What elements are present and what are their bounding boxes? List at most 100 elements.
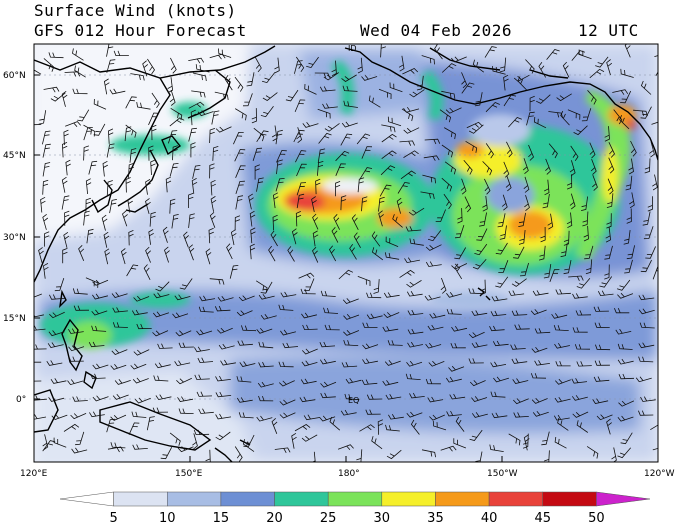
- wind-barb: [441, 90, 456, 99]
- wind-barb: [382, 326, 399, 332]
- wind-barb: [61, 90, 68, 107]
- wind-barb: [451, 325, 468, 332]
- colorbar: 5 10 15 20 25 30 35 40 45 50: [59, 491, 651, 525]
- wind-barb: [381, 133, 397, 143]
- wind-barb: [294, 424, 311, 432]
- wind-barb: [192, 165, 201, 179]
- wind-barb: [238, 295, 255, 302]
- wind-barb: [340, 133, 353, 146]
- wind-barb: [571, 378, 588, 384]
- wind-barb: [257, 381, 274, 388]
- lon-label-120e: 120°E: [20, 469, 48, 479]
- wind-barb: [322, 103, 338, 109]
- wind-barb: [110, 414, 127, 421]
- wind-barb: [429, 414, 445, 421]
- wind-barb: [128, 162, 135, 178]
- wind-barb: [320, 290, 336, 297]
- wind-barb: [124, 126, 132, 142]
- wind-barb: [499, 225, 507, 240]
- wind-barb: [341, 121, 358, 128]
- wind-barb: [335, 181, 341, 197]
- wind-barb: [340, 409, 357, 416]
- wind-barb: [340, 195, 347, 211]
- wind-barb: [499, 57, 507, 73]
- wind-barb: [544, 450, 550, 462]
- wind-barb: [317, 108, 331, 119]
- wind-barb: [188, 57, 205, 64]
- colorbar-swatch: [167, 491, 222, 507]
- wind-barb: [198, 408, 214, 414]
- wind-barb: [83, 210, 90, 226]
- colorbar-tick-label: 20: [266, 511, 283, 525]
- wind-barb: [149, 211, 156, 227]
- wind-barb: [472, 258, 487, 270]
- wind-barb: [90, 373, 106, 380]
- wind-barb: [341, 74, 357, 82]
- wind-barb: [296, 163, 307, 177]
- wind-barb: [620, 432, 633, 445]
- wind-barb: [495, 276, 509, 288]
- wind-barb: [302, 122, 319, 128]
- lon-label-120w: 120°W: [644, 469, 675, 479]
- wind-barb: [382, 380, 399, 386]
- wind-barb: [246, 72, 255, 87]
- wind-barb: [618, 400, 635, 407]
- wind-barb: [112, 394, 129, 400]
- wind-barb: [439, 109, 452, 123]
- wind-barb: [102, 160, 108, 177]
- colorbar-tick-label: 40: [481, 511, 498, 525]
- wind-barb: [50, 378, 67, 384]
- wind-barb: [424, 138, 441, 145]
- wind-barb: [91, 325, 107, 332]
- wind-barb: [365, 409, 381, 415]
- wind-barb: [421, 449, 436, 458]
- wind-barb: [298, 272, 315, 279]
- wind-barb: [132, 444, 148, 450]
- wind-barb: [169, 89, 176, 106]
- wind-barb: [324, 324, 340, 331]
- wind-barb: [446, 410, 462, 417]
- wind-barb: [72, 396, 88, 402]
- wind-barb: [639, 322, 655, 329]
- wind-barb: [505, 175, 512, 192]
- colorbar-tick-label: 5: [109, 511, 117, 525]
- wind-barb: [640, 396, 656, 402]
- wind-barb: [85, 197, 91, 213]
- wind-barb: [319, 341, 336, 348]
- wind-barb: [402, 68, 419, 75]
- wind-barb: [169, 198, 176, 214]
- wind-barb: [42, 213, 49, 230]
- wind-barb: [133, 349, 150, 356]
- wind-barb: [295, 150, 307, 163]
- wind-barb: [532, 290, 549, 296]
- wind-barb: [624, 44, 631, 58]
- wind-barb: [448, 365, 465, 372]
- wind-barb: [396, 197, 403, 214]
- wind-barb: [423, 155, 440, 161]
- wind-barb: [242, 439, 255, 452]
- wind-barb: [71, 447, 88, 454]
- wind-barb: [595, 56, 609, 68]
- wind-barb: [122, 210, 128, 227]
- wind-barb: [248, 193, 254, 210]
- equator-annotation: EQ: [348, 396, 359, 405]
- lon-label-150e: 150°E: [175, 469, 203, 479]
- wind-barb: [444, 161, 457, 175]
- wind-barb: [296, 193, 305, 209]
- wind-barb: [254, 164, 260, 180]
- wind-barb: [562, 61, 570, 78]
- wind-barb: [342, 85, 358, 92]
- wind-barb: [408, 207, 425, 216]
- wind-barb: [429, 312, 446, 319]
- wind-barb: [211, 110, 220, 125]
- wind-barb: [585, 259, 593, 275]
- wind-barb: [568, 275, 584, 281]
- wind-barb: [573, 125, 588, 136]
- wind-barb: [65, 121, 82, 127]
- wind-barb: [256, 415, 273, 422]
- wind-barb: [594, 360, 610, 366]
- wind-barb: [252, 147, 263, 162]
- wind-barb: [378, 88, 392, 100]
- wind-barb: [329, 416, 341, 431]
- wind-barb: [409, 392, 425, 399]
